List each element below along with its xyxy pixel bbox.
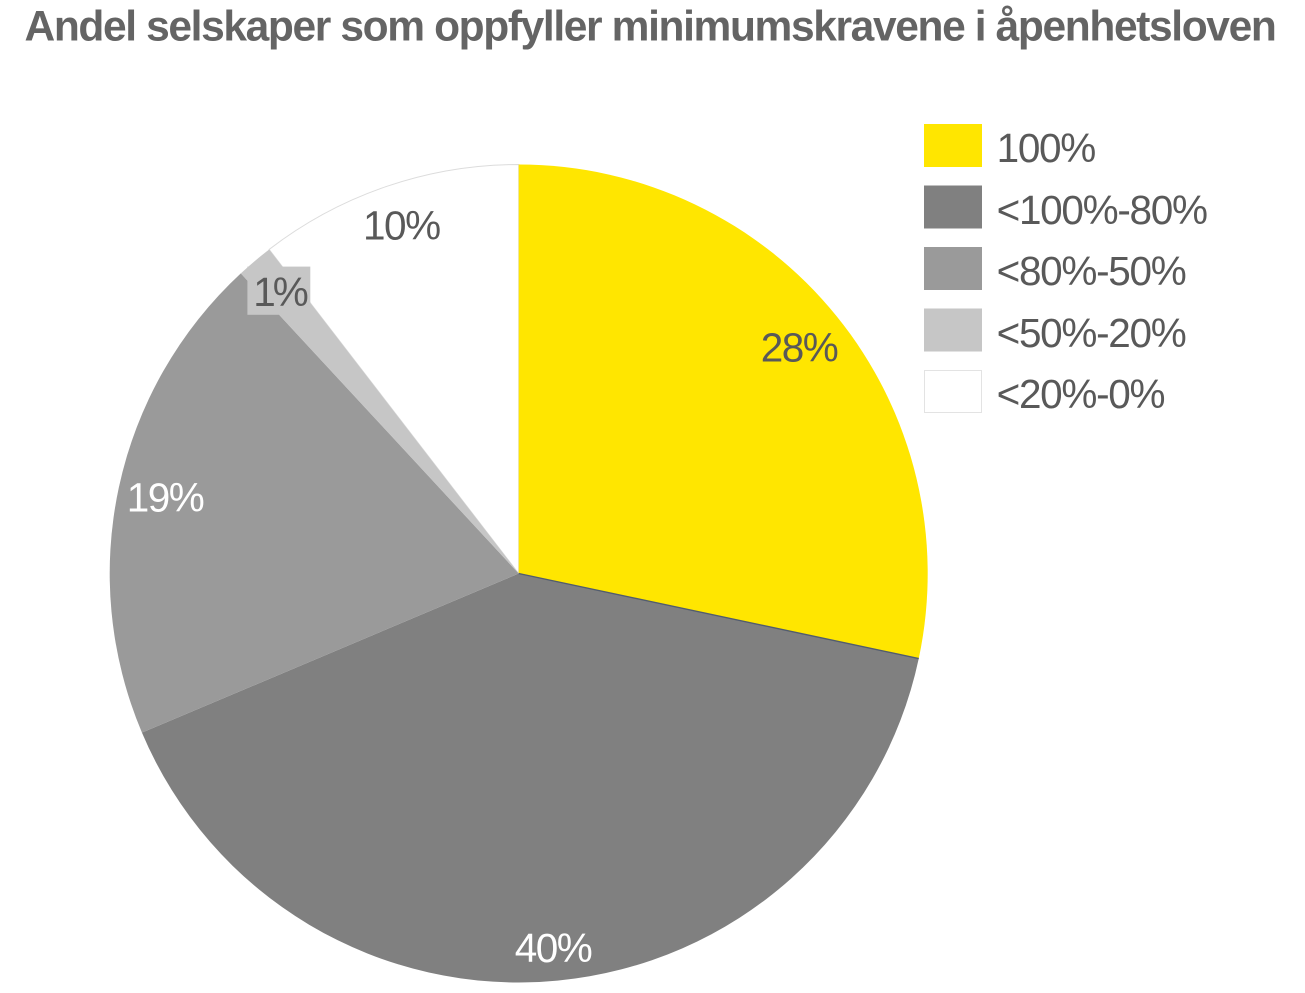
svg-text:40%: 40% bbox=[515, 925, 592, 971]
svg-text:19%: 19% bbox=[127, 474, 204, 520]
svg-text:1%: 1% bbox=[253, 269, 308, 315]
svg-text:28%: 28% bbox=[761, 325, 838, 371]
svg-text:Andel selskaper som oppfyller: Andel selskaper som oppfyller minimumskr… bbox=[25, 3, 1276, 50]
svg-text:<50%-20%: <50%-20% bbox=[997, 310, 1186, 356]
svg-text:100%: 100% bbox=[997, 125, 1096, 171]
svg-text:<80%-50%: <80%-50% bbox=[997, 248, 1186, 294]
svg-text:<100%-80%: <100%-80% bbox=[997, 187, 1207, 233]
svg-text:10%: 10% bbox=[363, 202, 440, 248]
svg-text:<20%-0%: <20%-0% bbox=[997, 371, 1165, 417]
